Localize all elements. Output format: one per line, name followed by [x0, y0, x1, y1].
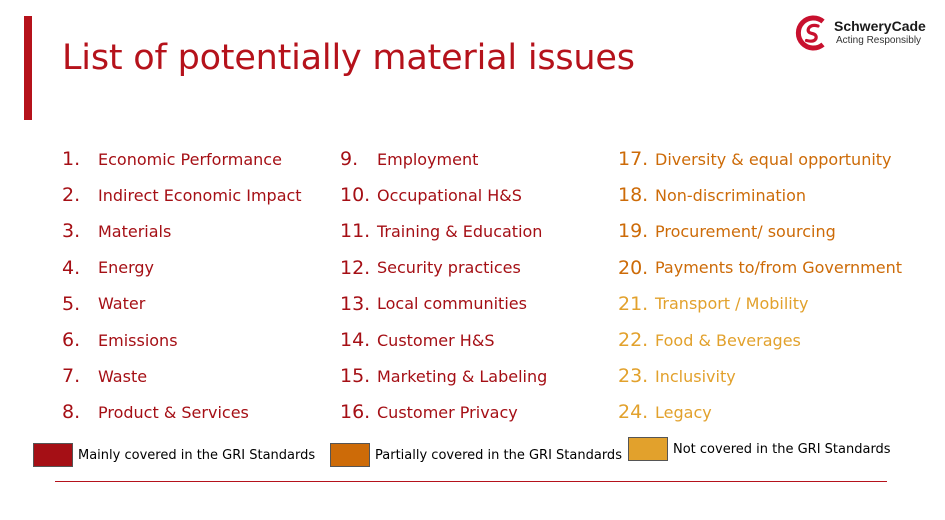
issue-number: 6. [62, 329, 81, 352]
issue-number: 16. [340, 401, 371, 424]
slide-title: List of potentially material issues [62, 38, 635, 78]
legend-swatch-partially [330, 443, 370, 467]
issue-item: 7. Waste [62, 358, 302, 394]
issues-column-2: 9. Employment 10. Occupational H&S 11. Trai… [340, 141, 547, 431]
issue-label: Energy [98, 258, 155, 278]
issue-label: Waste [98, 366, 148, 386]
issue-number: 15. [340, 365, 371, 388]
issue-number: 22. [618, 329, 649, 352]
legend-mainly: Mainly covered in the GRI Standards [33, 443, 315, 467]
issue-item: 2. Indirect Economic Impact [62, 177, 302, 213]
issue-label: Materials [98, 221, 172, 241]
issue-label: Local communities [377, 294, 527, 314]
issue-number: 10. [340, 184, 371, 207]
issue-number: 24. [618, 401, 649, 424]
issue-item: 3. Materials [62, 213, 302, 249]
issue-item: 12. Security practices [340, 250, 547, 286]
issue-label: Customer Privacy [377, 402, 518, 422]
issue-item: 16. Customer Privacy [340, 394, 547, 430]
issue-label: Procurement/ sourcing [655, 221, 836, 241]
issue-number: 4. [62, 256, 81, 279]
logo-tagline: Acting Responsibly [836, 35, 922, 46]
issue-number: 2. [62, 184, 81, 207]
issue-number: 17. [618, 148, 649, 171]
issue-number: 5. [62, 292, 81, 315]
issue-label: Emissions [98, 330, 178, 350]
issue-label: Training & Education [377, 221, 543, 241]
issue-label: Employment [377, 149, 479, 169]
issue-number: 18. [618, 184, 649, 207]
issue-label: Legacy [655, 402, 712, 422]
bottom-divider [55, 481, 887, 482]
issue-item: 18. Non-discrimination [618, 177, 902, 213]
issue-label: Economic Performance [98, 149, 282, 169]
issue-item: 6. Emissions [62, 322, 302, 358]
logo-name: SchweryCade [834, 18, 926, 34]
title-accent-bar [24, 16, 32, 120]
issue-label: Marketing & Labeling [377, 366, 548, 386]
issue-label: Security practices [377, 258, 521, 278]
issue-number: 1. [62, 148, 81, 171]
issue-label: Customer H&S [377, 330, 495, 350]
issue-label: Indirect Economic Impact [98, 185, 302, 205]
issue-item: 22. Food & Beverages [618, 322, 902, 358]
issue-number: 19. [618, 220, 649, 243]
issue-number: 13. [340, 292, 371, 315]
issue-label: Payments to/from Government [655, 258, 903, 278]
issue-item: 13. Local communities [340, 286, 547, 322]
issue-item: 15. Marketing & Labeling [340, 358, 547, 394]
legend-label-partially: Partially covered in the GRI Standards [375, 447, 622, 463]
issue-item: 9. Employment [340, 141, 547, 177]
legend-label-not: Not covered in the GRI Standards [673, 441, 891, 457]
issue-number: 11. [340, 220, 371, 243]
issue-item: 10. Occupational H&S [340, 177, 547, 213]
issue-label: Food & Beverages [655, 330, 801, 350]
issue-item: 4. Energy [62, 250, 302, 286]
schwerycade-logo-icon [795, 15, 825, 51]
issue-item: 21. Transport / Mobility [618, 286, 902, 322]
issue-number: 21. [618, 292, 649, 315]
issue-label: Product & Services [98, 402, 249, 422]
issue-item: 5. Water [62, 286, 302, 322]
issue-number: 12. [340, 256, 371, 279]
legend-swatch-mainly [33, 443, 73, 467]
issues-column-1: 1. Economic Performance 2. Indirect Econom… [62, 141, 302, 431]
issue-item: 8. Product & Services [62, 394, 302, 430]
issue-label: Non-discrimination [655, 185, 807, 205]
issue-number: 20. [618, 256, 649, 279]
legend-swatch-not [628, 437, 668, 461]
issue-item: 17. Diversity & equal opportunity [618, 141, 902, 177]
issue-label: Diversity & equal opportunity [655, 149, 892, 169]
issue-item: 20. Payments to/from Government [618, 250, 902, 286]
issue-label: Inclusivity [655, 366, 736, 386]
issue-item: 14. Customer H&S [340, 322, 547, 358]
issues-column-3: 17. Diversity & equal opportunity 18. Non-… [618, 141, 902, 431]
legend-partially: Partially covered in the GRI Standards [330, 443, 622, 467]
issue-item: 24. Legacy [618, 394, 902, 430]
issue-number: 7. [62, 365, 81, 388]
issue-number: 23. [618, 365, 649, 388]
legend-label-mainly: Mainly covered in the GRI Standards [78, 447, 316, 463]
issue-label: Water [98, 294, 146, 314]
issue-item: 23. Inclusivity [618, 358, 902, 394]
issue-item: 19. Procurement/ sourcing [618, 213, 902, 249]
issue-number: 9. [340, 148, 359, 171]
issue-label: Occupational H&S [377, 185, 522, 205]
issue-number: 3. [62, 220, 81, 243]
issue-label: Transport / Mobility [655, 294, 809, 314]
issue-item: 11. Training & Education [340, 213, 547, 249]
company-logo: SchweryCade Acting Responsibly [794, 15, 934, 55]
issue-item: 1. Economic Performance [62, 141, 302, 177]
legend-not: Not covered in the GRI Standards [628, 437, 891, 461]
issue-number: 8. [62, 401, 81, 424]
issue-number: 14. [340, 329, 371, 352]
